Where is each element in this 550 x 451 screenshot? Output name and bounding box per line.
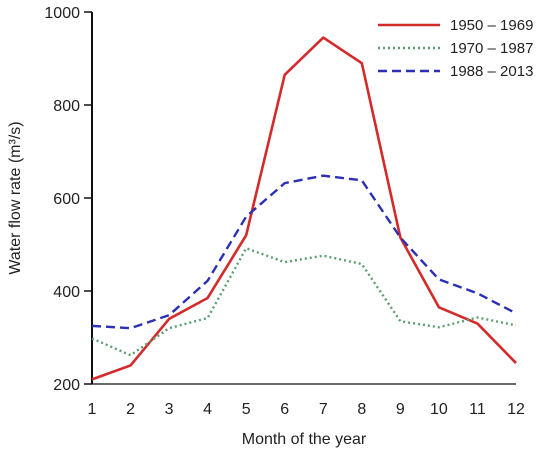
series-line-1 [91, 36, 517, 381]
x-tick-label: 9 [396, 401, 405, 418]
y-tick-label: 600 [53, 191, 80, 208]
x-ticks: 1 2 3 4 5 6 7 8 9 10 11 12 [88, 401, 525, 418]
y-tick-label: 800 [53, 98, 80, 115]
x-tick-label: 6 [280, 401, 289, 418]
x-tick-label: 5 [242, 401, 251, 418]
y-tick-label: 200 [53, 377, 80, 394]
x-tick-label: 1 [88, 401, 97, 418]
x-axis-title: Month of the year [242, 431, 367, 448]
y-ticks: 200 400 600 800 1000 [44, 5, 92, 394]
x-tick-label: 8 [357, 401, 366, 418]
y-axis-title: Water flow rate (m³/s) [7, 121, 24, 274]
x-tick-label: 4 [203, 401, 212, 418]
series-layer [91, 36, 517, 381]
x-tick-label: 2 [126, 401, 135, 418]
series-line-3 [91, 174, 517, 330]
legend: 1950 – 1969 1970 – 1987 1988 – 2013 [378, 17, 533, 80]
x-tick-label: 12 [507, 401, 525, 418]
y-tick-label: 400 [53, 284, 80, 301]
series-line-2 [91, 247, 517, 357]
legend-label-3: 1988 – 2013 [450, 63, 533, 80]
x-tick-label: 3 [165, 401, 174, 418]
x-tick-label: 10 [430, 401, 448, 418]
legend-label-2: 1970 – 1987 [450, 40, 533, 57]
legend-label-1: 1950 – 1969 [450, 17, 533, 34]
x-tick-label: 7 [319, 401, 328, 418]
x-tick-label: 11 [469, 401, 486, 418]
y-tick-label: 1000 [44, 5, 80, 22]
